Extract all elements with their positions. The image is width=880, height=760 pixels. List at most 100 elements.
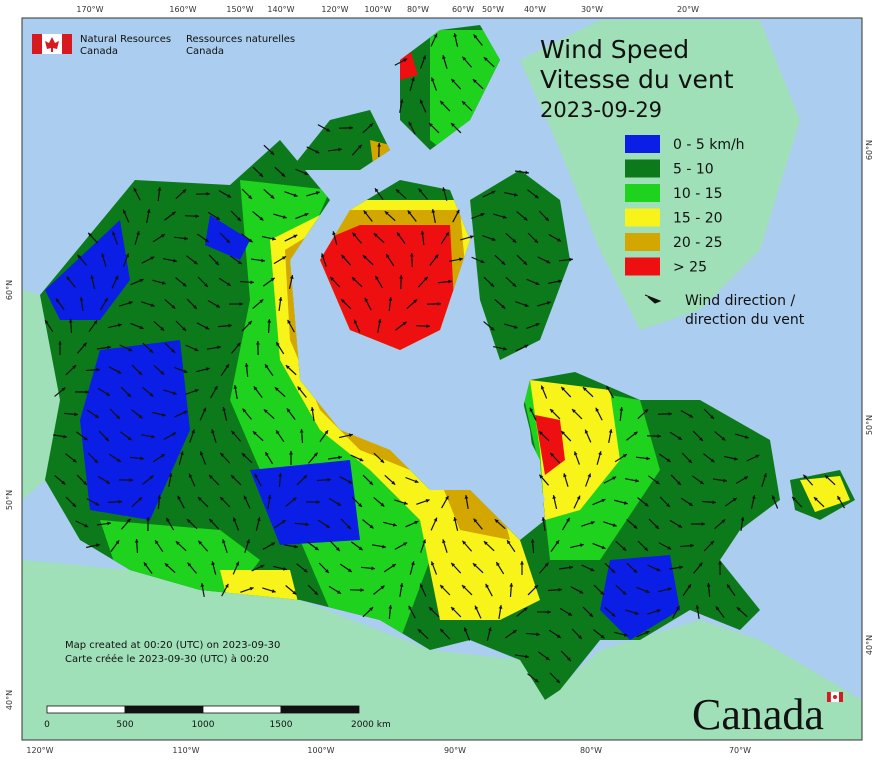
arrow-head (622, 590, 627, 595)
arrow-head (105, 480, 110, 484)
arrow-head (149, 392, 154, 397)
arrow-head (231, 430, 236, 435)
arrow-head (315, 149, 320, 154)
arrow-head (118, 499, 122, 504)
arrow-head (140, 456, 144, 461)
arrow-head (792, 496, 796, 501)
arrow-head (127, 436, 132, 441)
arrow-head (303, 475, 308, 479)
arrow-head (403, 58, 408, 63)
arrow-head (579, 543, 584, 548)
wordmark: Canada (692, 690, 843, 739)
arrow-head (270, 194, 275, 199)
latitude-label: 40°N (865, 635, 874, 655)
arrow-head (623, 501, 628, 505)
arrow-head (803, 474, 808, 479)
arrow-head (546, 301, 551, 305)
arrow-head (699, 437, 703, 441)
arrow-head (180, 451, 184, 456)
arrow-head (90, 275, 95, 280)
arrow-head (512, 282, 517, 287)
arrow-head (727, 584, 731, 589)
arrow-head (363, 210, 368, 215)
arrow-head (483, 541, 488, 546)
arrow-head (246, 539, 250, 544)
arrow-head (191, 429, 195, 434)
arrow-head (149, 475, 154, 480)
arrow-head (534, 194, 539, 199)
longitude-label: 60°W (452, 5, 474, 14)
arrow-head (590, 521, 595, 525)
arrow-head (82, 342, 87, 347)
arrow-head (402, 321, 407, 326)
arrow-head (244, 363, 249, 367)
arrow-head (530, 539, 535, 543)
legend-label: > 25 (673, 260, 707, 276)
legend-swatch (625, 159, 660, 178)
arrow-head (635, 478, 639, 483)
canada-wordmark: Canada (692, 690, 824, 739)
arrow-head (566, 517, 570, 522)
arrow-head (205, 367, 210, 371)
arrow-head (126, 518, 131, 523)
arrow-head (396, 232, 401, 237)
arrow-head (448, 279, 452, 284)
arrow-head (299, 429, 304, 433)
arrow-head (193, 305, 197, 309)
arrow-head (710, 415, 714, 419)
arrow-head (45, 320, 49, 325)
arrow-head (425, 499, 430, 503)
arrow-head (453, 517, 458, 522)
arrow-head (267, 319, 272, 323)
arrow-head (687, 584, 691, 589)
arrow-head (316, 500, 320, 504)
arrow-head (498, 605, 503, 609)
arrow-head (358, 503, 362, 507)
arrow-head (182, 282, 187, 287)
arrow-head (689, 414, 694, 418)
arrow-head (611, 569, 616, 573)
arrow-head (171, 211, 176, 216)
arrow-head (644, 547, 649, 551)
arrow-head (422, 539, 426, 544)
arrow-head (712, 500, 716, 505)
arrow-head (136, 231, 140, 236)
arrow-head (567, 657, 571, 662)
arrow-head (248, 320, 252, 325)
arrow-head (157, 187, 162, 191)
arrow-head (445, 232, 449, 237)
arrow-head (271, 542, 276, 546)
arrow-head (382, 544, 386, 549)
arrow-head (413, 299, 418, 304)
arrow-head (61, 387, 66, 392)
arrow-head (464, 495, 469, 499)
wind-arrows (44, 33, 846, 684)
arrow-head (352, 232, 357, 237)
arrow-head (523, 216, 528, 221)
arrow-head (74, 412, 78, 417)
arrow-head (236, 342, 241, 347)
arrow-head (146, 517, 150, 521)
longitude-label: 110°W (172, 746, 199, 755)
arrow-head (459, 257, 463, 262)
arrow-head (226, 282, 231, 286)
graticule-labels: 170°W 160°W 150°W 140°W 120°W 100°W 80°W 60°W 50… (5, 5, 874, 755)
arrow-head (403, 542, 408, 547)
legend-arrow (644, 294, 662, 304)
arrow-head (72, 503, 76, 507)
arrow-head (289, 451, 293, 455)
arrow-head (622, 546, 627, 551)
longitude-label: 170°W (76, 5, 103, 14)
arrow-head (260, 564, 265, 569)
arrow-head (270, 150, 275, 155)
arrow-head (211, 429, 215, 434)
arrow-head (157, 495, 162, 499)
arrow-head (83, 436, 88, 441)
arrow-head (535, 281, 540, 286)
longitude-label: 50°W (482, 5, 504, 14)
arrow-head (359, 457, 364, 462)
arrow-head (590, 567, 595, 572)
arrow-head (589, 613, 593, 617)
arrow-head (242, 408, 247, 413)
longitude-label: 120°W (26, 746, 53, 755)
